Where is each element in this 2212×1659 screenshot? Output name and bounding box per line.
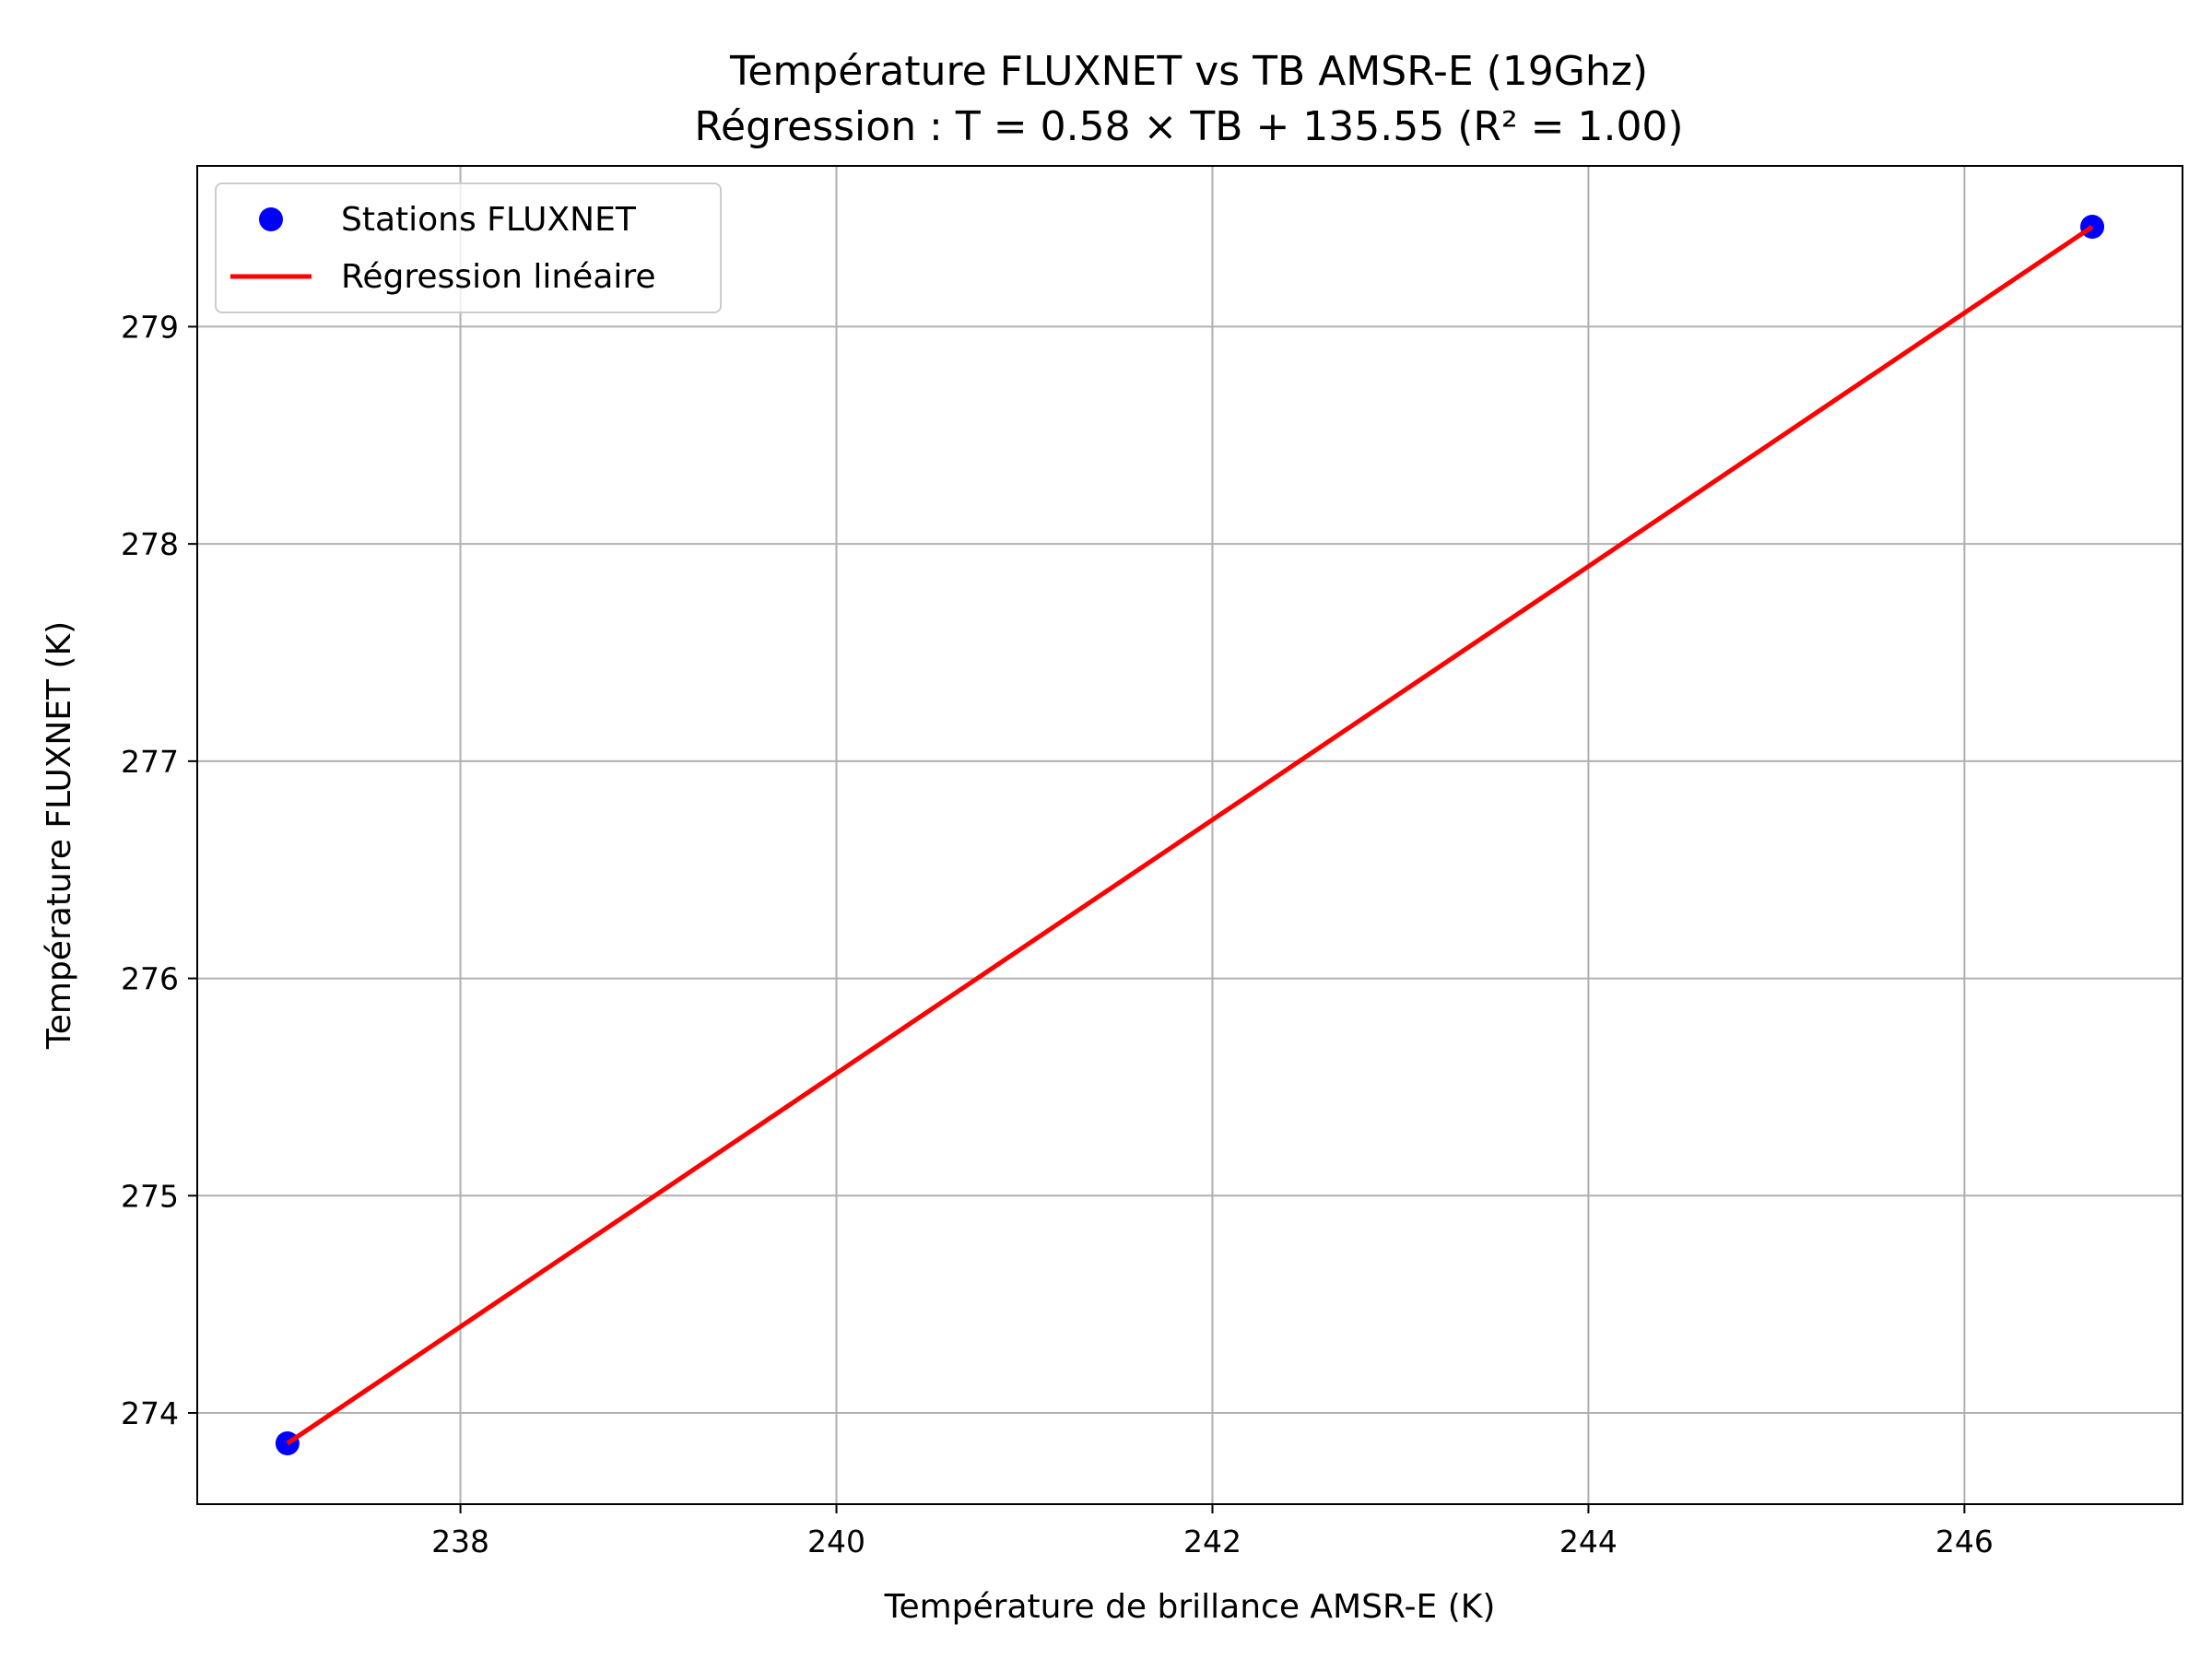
regression-line: [286, 224, 2094, 1446]
y-tick-label: 274: [121, 1395, 179, 1431]
y-axis-label: Température FLUXNET (K): [41, 621, 78, 1050]
axis-ticks: 238 240 242 244 246 274 275 276 277 278 279: [121, 309, 1994, 1559]
x-tick-label: 246: [1936, 1524, 1994, 1559]
x-tick-label: 242: [1183, 1524, 1241, 1559]
plot-area: [275, 215, 2105, 1455]
y-tick-label: 279: [121, 309, 179, 345]
legend-marker-stations: [259, 207, 283, 231]
legend: Stations FLUXNET Régression linéaire: [215, 182, 722, 313]
chart-title: Température FLUXNET vs TB AMSR-E (19Ghz): [729, 48, 1648, 95]
legend-label-stations: Stations FLUXNET: [341, 201, 637, 239]
grid: [197, 166, 2183, 1504]
chart-subtitle: Régression : T = 0.58 × TB + 135.55 (R² …: [694, 103, 1683, 150]
x-tick-label: 240: [807, 1524, 865, 1559]
x-tick-label: 238: [431, 1524, 489, 1559]
y-tick-label: 278: [121, 526, 179, 562]
legend-label-regression: Régression linéaire: [341, 258, 656, 296]
x-axis-label: Température de brillance AMSR-E (K): [884, 1588, 1496, 1626]
axes-frame: [196, 165, 2183, 1505]
y-tick-label: 277: [121, 744, 179, 780]
y-tick-label: 276: [121, 961, 179, 997]
y-tick-label: 275: [121, 1178, 179, 1214]
x-tick-label: 244: [1559, 1524, 1618, 1559]
legend-box: [215, 182, 722, 313]
